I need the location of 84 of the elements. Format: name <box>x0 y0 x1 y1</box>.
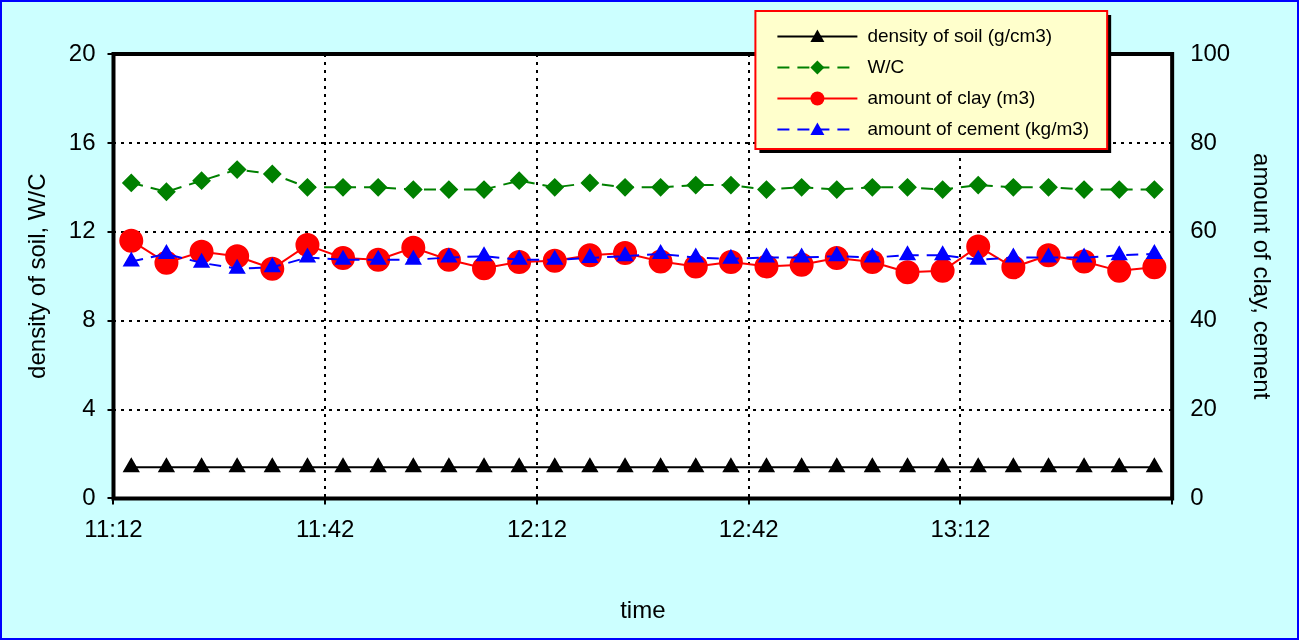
point <box>792 178 811 197</box>
y-tick-label: 20 <box>68 38 96 66</box>
point <box>545 178 564 197</box>
point <box>652 458 669 473</box>
y2-tick-label: 40 <box>1190 305 1217 333</box>
y-tick-label: 4 <box>82 394 96 422</box>
point <box>369 178 388 197</box>
point <box>581 458 598 473</box>
point <box>263 164 282 183</box>
legend-label: density of soil (g/cm3) <box>867 24 1053 46</box>
point <box>827 180 846 199</box>
point <box>1145 180 1164 199</box>
point <box>899 458 916 473</box>
point <box>1146 458 1163 473</box>
legend-label: amount of clay (m3) <box>867 86 1036 108</box>
point <box>617 458 633 473</box>
point <box>970 458 987 473</box>
y2-tick-label: 60 <box>1190 216 1217 244</box>
x-tick-label: 13:12 <box>930 515 991 543</box>
point <box>758 458 775 473</box>
point <box>651 178 670 197</box>
point <box>335 458 351 473</box>
x-tick-label: 11:12 <box>84 515 143 543</box>
point <box>969 176 988 195</box>
point <box>793 458 810 473</box>
y2-axis-title: amount of clay, cement <box>1248 153 1276 400</box>
point <box>510 171 529 190</box>
y2-tick-label: 0 <box>1190 483 1204 511</box>
y-tick-label: 12 <box>68 216 96 244</box>
x-tick-label: 12:12 <box>506 515 567 543</box>
point <box>898 178 917 197</box>
y-tick-label: 8 <box>82 305 96 333</box>
x-tick-label: 11:42 <box>296 515 355 543</box>
y2-tick-label: 20 <box>1190 394 1217 422</box>
point <box>1111 458 1128 473</box>
point <box>405 458 422 473</box>
legend-label: W/C <box>867 55 905 77</box>
x-tick-label: 12:42 <box>718 515 779 543</box>
x-axis-title: time <box>620 596 666 624</box>
point <box>475 180 494 199</box>
y-tick-label: 16 <box>68 127 96 155</box>
point <box>757 180 776 199</box>
y-tick-label: 0 <box>82 483 96 511</box>
point <box>616 178 635 197</box>
point <box>440 458 457 473</box>
point <box>192 171 211 190</box>
point <box>934 458 951 473</box>
point <box>1005 458 1022 473</box>
point <box>1039 178 1058 197</box>
y2-tick-label: 80 <box>1190 127 1217 155</box>
point <box>722 458 739 473</box>
point <box>933 180 952 199</box>
y2-tick-label: 100 <box>1190 38 1231 66</box>
point <box>439 180 458 199</box>
point <box>1075 180 1094 199</box>
point <box>580 173 599 192</box>
legend-label: amount of cement (kg/m3) <box>867 117 1090 139</box>
point <box>511 458 528 473</box>
point <box>687 458 704 473</box>
point <box>863 178 882 197</box>
point <box>864 458 881 473</box>
point <box>157 182 176 201</box>
point <box>299 458 316 473</box>
point <box>370 458 387 473</box>
point <box>1004 178 1023 197</box>
point <box>229 458 246 473</box>
point <box>122 173 141 192</box>
point <box>1110 180 1129 199</box>
point <box>404 180 423 199</box>
point <box>193 458 210 473</box>
point <box>158 458 175 473</box>
point <box>476 458 492 473</box>
point <box>1040 458 1057 473</box>
point <box>546 458 563 473</box>
point <box>228 160 247 179</box>
point <box>264 458 281 473</box>
point <box>123 458 140 473</box>
point <box>298 178 317 197</box>
y-axis-title: density of soil, W/C <box>23 173 51 379</box>
point <box>721 176 740 195</box>
point <box>334 178 353 197</box>
point <box>1076 458 1093 473</box>
point <box>686 176 705 195</box>
point <box>828 458 845 473</box>
